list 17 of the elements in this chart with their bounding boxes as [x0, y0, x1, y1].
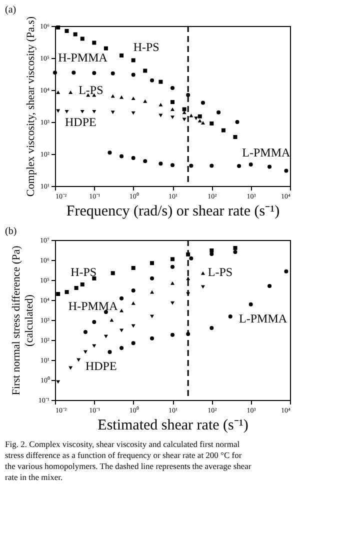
x-axis-title: Frequency (rad/s) or shear rate (s⁻¹)	[66, 204, 280, 220]
series-label: L-PMMA	[242, 146, 290, 160]
y-axis-title: Complex viscosity, shear viscosity (Pa.s)	[25, 16, 38, 197]
series-label: HDPE	[65, 115, 96, 129]
x-axis-title: Estimated shear rate (s⁻¹)	[98, 418, 248, 434]
chart-title: (b)	[5, 226, 17, 237]
caption: Fig. 2. Complex viscosity, shear viscosity and calculated first normal stress difference as a function of frequency or shear rate at 200 °C for the various homopolymers. The dashed line represents the average shear rate in the mixer.	[5, 439, 252, 482]
series-label: HDPE	[85, 359, 117, 374]
series-label: H-PS	[133, 40, 160, 54]
series-label: L-PMMA	[239, 311, 288, 326]
series-label: L-PS	[208, 265, 233, 280]
series-label: L-PS	[78, 83, 104, 97]
series-label: H-PMMA	[58, 50, 108, 64]
chart-title: (a)	[5, 4, 16, 16]
y-axis-title: First normal stress difference (Pa) (calculated)	[10, 245, 36, 396]
series-label: H-PMMA	[68, 299, 118, 314]
series-label: H-PS	[70, 265, 97, 280]
